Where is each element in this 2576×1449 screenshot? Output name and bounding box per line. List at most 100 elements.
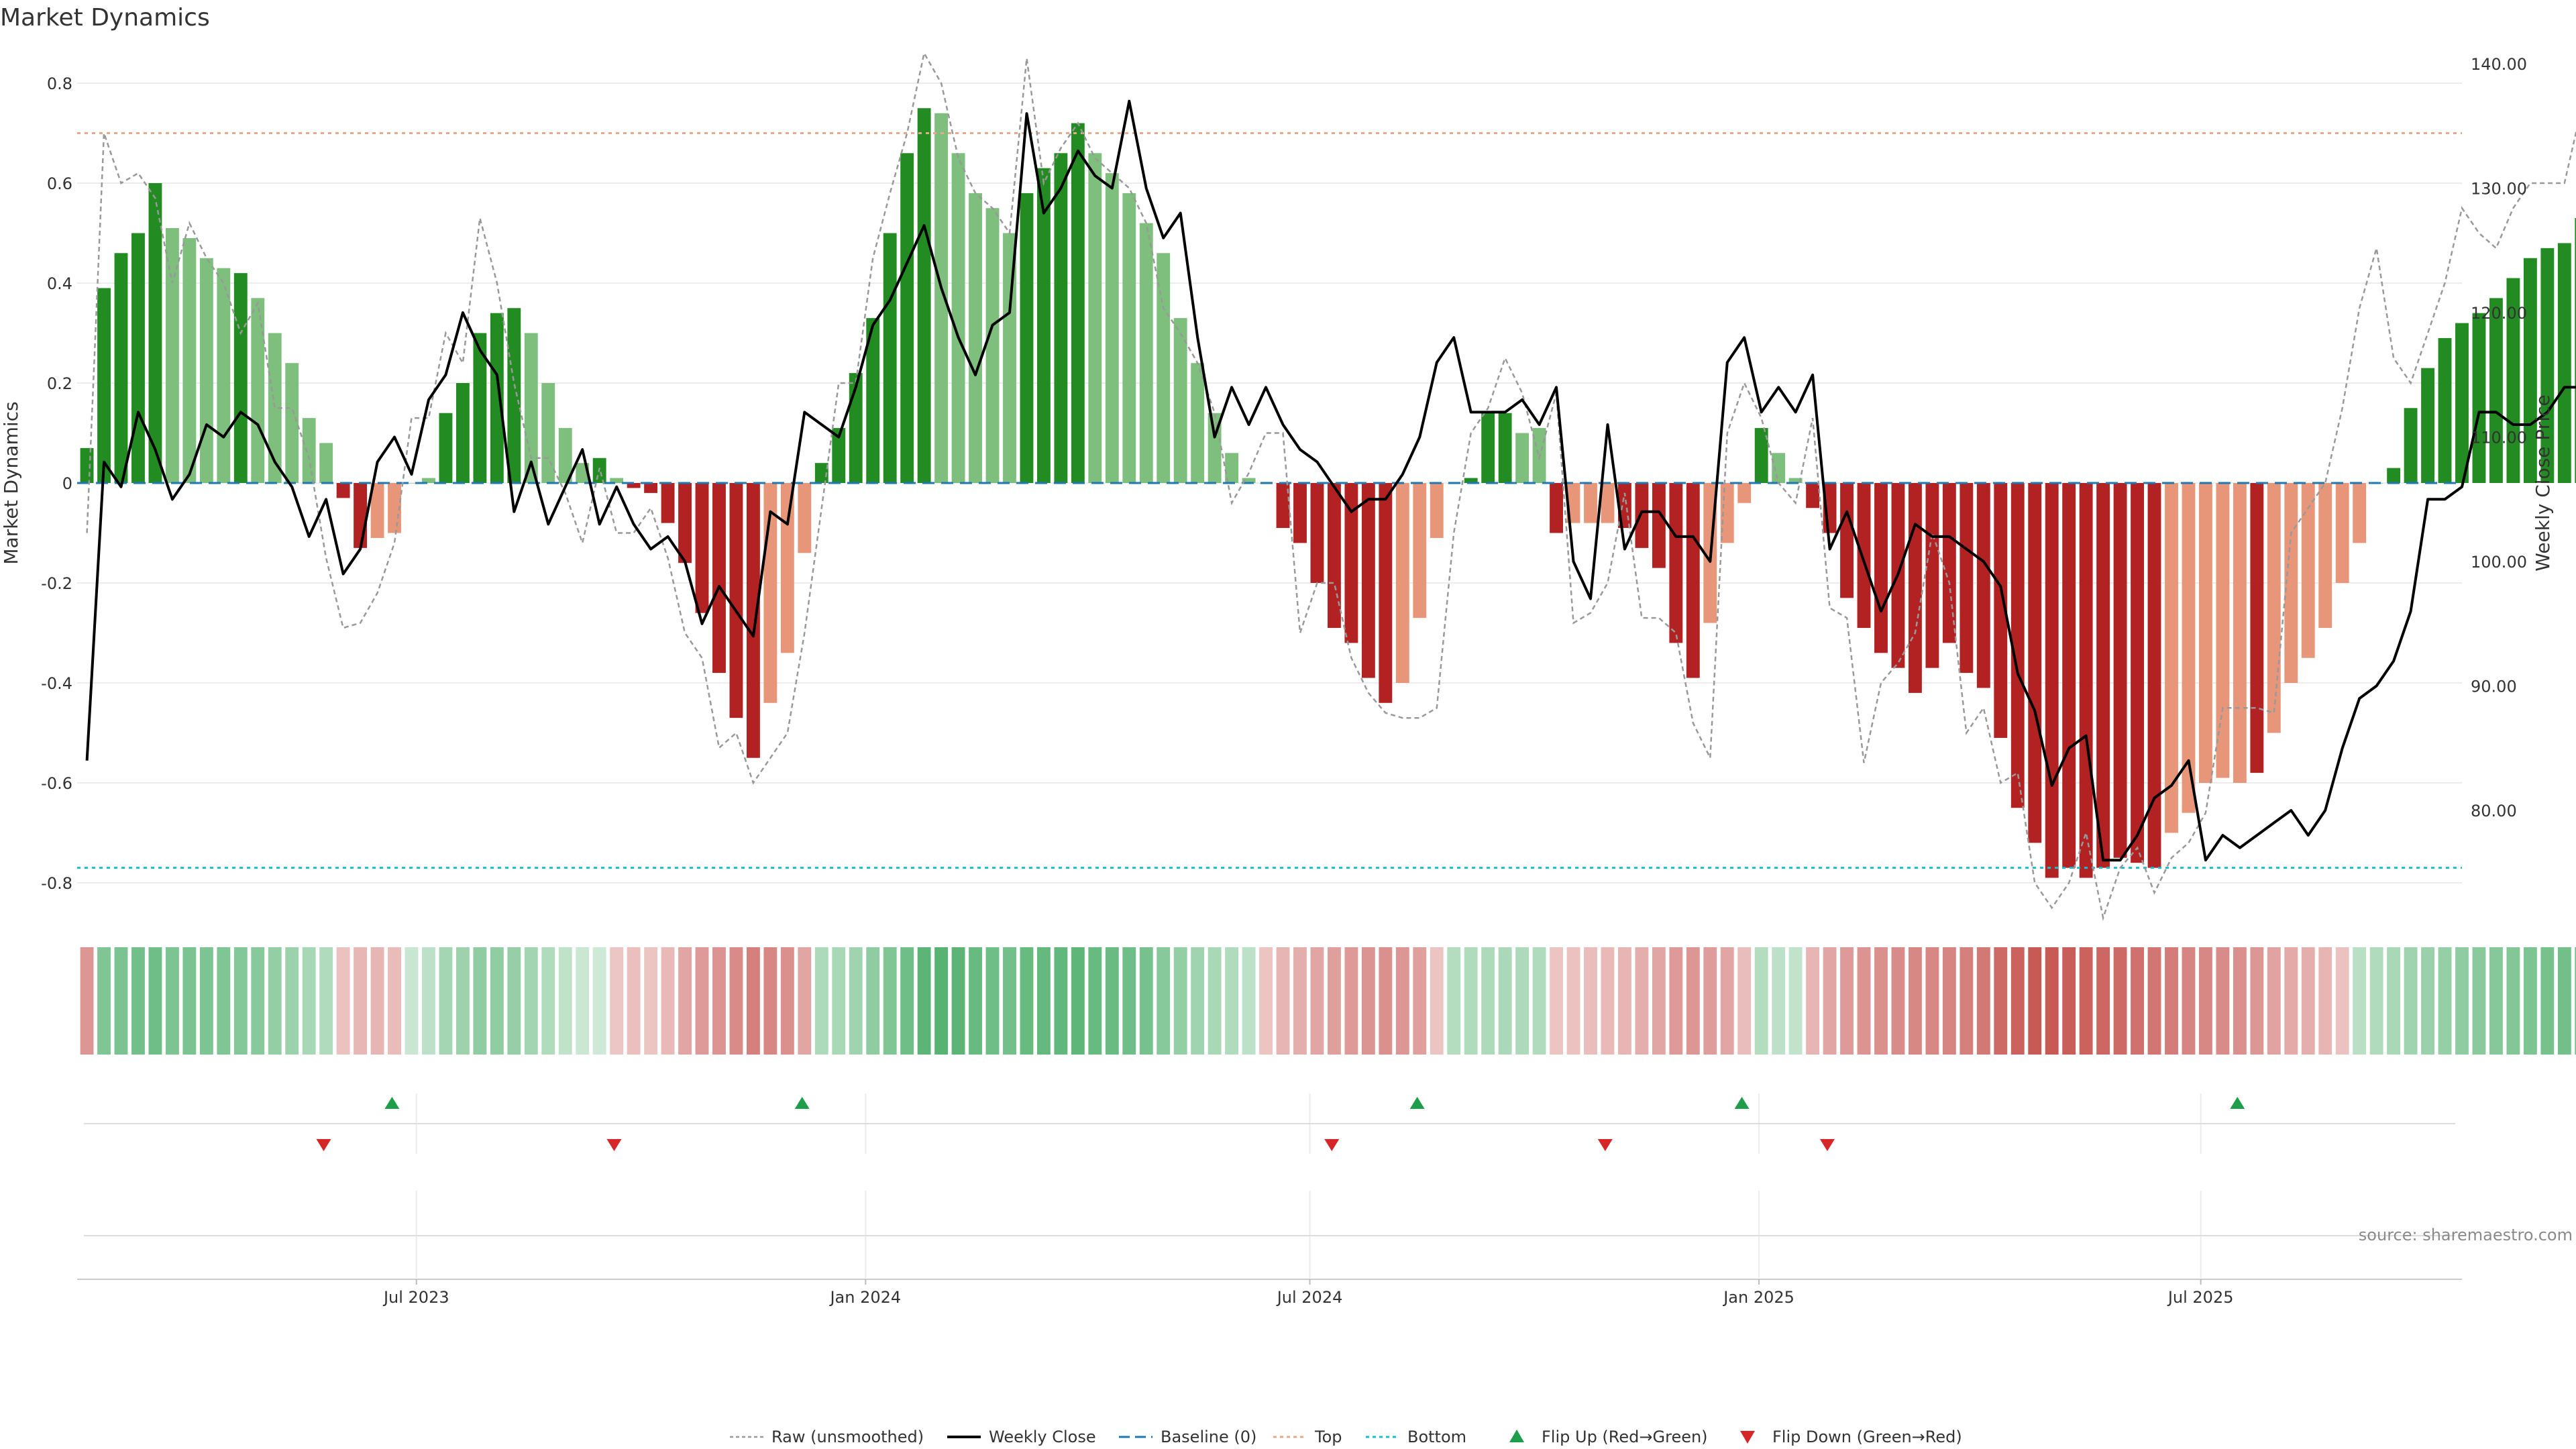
heat-cell	[1225, 947, 1239, 1055]
bar	[1754, 428, 1768, 483]
y-tick-label: -0.8	[41, 874, 72, 893]
heat-cell	[114, 947, 128, 1055]
bar	[1344, 483, 1358, 643]
bar	[1088, 153, 1102, 484]
heat-cell	[302, 947, 316, 1055]
legend-label: Raw (unsmoothed)	[771, 1428, 924, 1446]
heat-cell	[1617, 947, 1631, 1055]
heat-cell	[2147, 947, 2161, 1055]
bar	[2267, 483, 2281, 733]
x-tick-label: Jul 2023	[382, 1288, 449, 1307]
heat-cell	[319, 947, 333, 1055]
heat-cell	[1481, 947, 1495, 1055]
bar	[405, 483, 419, 484]
bar	[2540, 248, 2555, 483]
bar	[832, 428, 846, 483]
y-tick-label: -0.2	[41, 574, 72, 593]
y-axis-left: 0.8 0.6 0.4 0.2 0 -0.2 -0.4 -0.6 -0.8	[41, 74, 72, 893]
bar	[114, 253, 128, 483]
bar	[370, 483, 384, 538]
heat-cell	[969, 947, 982, 1055]
bar	[2062, 483, 2076, 868]
heat-cell	[1857, 947, 1871, 1055]
flip-up-marker	[1409, 1097, 1425, 1109]
flip-up-marker	[794, 1097, 810, 1109]
heat-cell	[1994, 947, 2008, 1055]
heat-cell	[798, 947, 812, 1055]
bar	[1327, 483, 1341, 629]
chart-title: Market Dynamics	[0, 4, 210, 32]
heat-cell	[1105, 947, 1119, 1055]
flip-markers	[316, 1097, 2245, 1151]
bar	[644, 483, 658, 493]
bar	[2506, 278, 2520, 483]
bar	[2233, 483, 2247, 783]
heat-cell	[644, 947, 658, 1055]
heat-cell	[2557, 947, 2571, 1055]
heat-cell	[1259, 947, 1273, 1055]
flip-up-marker	[384, 1097, 400, 1109]
heat-cell	[866, 947, 880, 1055]
heat-cell	[2335, 947, 2349, 1055]
heat-cell	[1020, 947, 1034, 1055]
heat-cell	[182, 947, 197, 1055]
heat-cell	[2369, 947, 2383, 1055]
raw-unsmoothed-line	[86, 50, 2576, 921]
legend-item: Baseline (0)	[1119, 1428, 1256, 1446]
bar	[2387, 468, 2401, 483]
heat-cell	[1379, 947, 1393, 1055]
bar	[2301, 483, 2315, 658]
bar	[2131, 483, 2144, 863]
heat-cell	[814, 947, 828, 1055]
bar	[900, 153, 914, 484]
bar	[1191, 363, 1205, 483]
heat-cell	[1686, 947, 1700, 1055]
heat-cell	[1191, 947, 1205, 1055]
heat-cell	[1293, 947, 1307, 1055]
heat-cell	[1310, 947, 1324, 1055]
bar	[1908, 483, 1922, 693]
bar	[251, 298, 265, 483]
heat-cell	[1891, 947, 1905, 1055]
heat-cell	[917, 947, 931, 1055]
bar	[917, 108, 931, 483]
y-tick-label: 0.8	[47, 74, 72, 93]
heat-cell	[661, 947, 675, 1055]
heat-cell	[1464, 947, 1478, 1055]
heat-cell	[2216, 947, 2230, 1055]
legend-label: Flip Up (Red→Green)	[1542, 1428, 1708, 1446]
bar	[439, 413, 453, 483]
y2-tick-label: 80.00	[2471, 802, 2517, 820]
bar	[285, 363, 299, 483]
reference-lines	[77, 132, 2462, 869]
heat-cell	[1361, 947, 1375, 1055]
y2-tick-label: 110.00	[2471, 429, 2527, 447]
heat-cell	[336, 947, 350, 1055]
heat-cell	[1669, 947, 1683, 1055]
heat-cell	[165, 947, 179, 1055]
heat-cell	[422, 947, 435, 1055]
y2-axis-label: Weekly Close Price	[2532, 394, 2554, 571]
bar	[1430, 483, 1444, 538]
y-axis-label: Market Dynamics	[0, 401, 22, 564]
heat-cell	[2438, 947, 2452, 1055]
heat-cell	[1157, 947, 1171, 1055]
heat-cell	[1788, 947, 1803, 1055]
bar	[1036, 168, 1051, 483]
flip-down-marker	[316, 1139, 331, 1151]
heat-cell	[199, 947, 213, 1055]
flip-down-marker	[1324, 1139, 1340, 1151]
heat-cell	[1737, 947, 1752, 1055]
heat-cell	[627, 947, 641, 1055]
heat-cell	[2472, 947, 2486, 1055]
y-tick-label: 0.6	[47, 174, 72, 193]
bar	[2353, 483, 2367, 543]
heat-cell	[1498, 947, 1512, 1055]
heat-cell	[2096, 947, 2110, 1055]
heat-cell	[576, 947, 590, 1055]
bar	[2489, 298, 2503, 483]
heat-cell	[80, 947, 94, 1055]
bar	[1840, 483, 1854, 598]
heat-cell	[985, 947, 1000, 1055]
bar	[131, 233, 145, 483]
